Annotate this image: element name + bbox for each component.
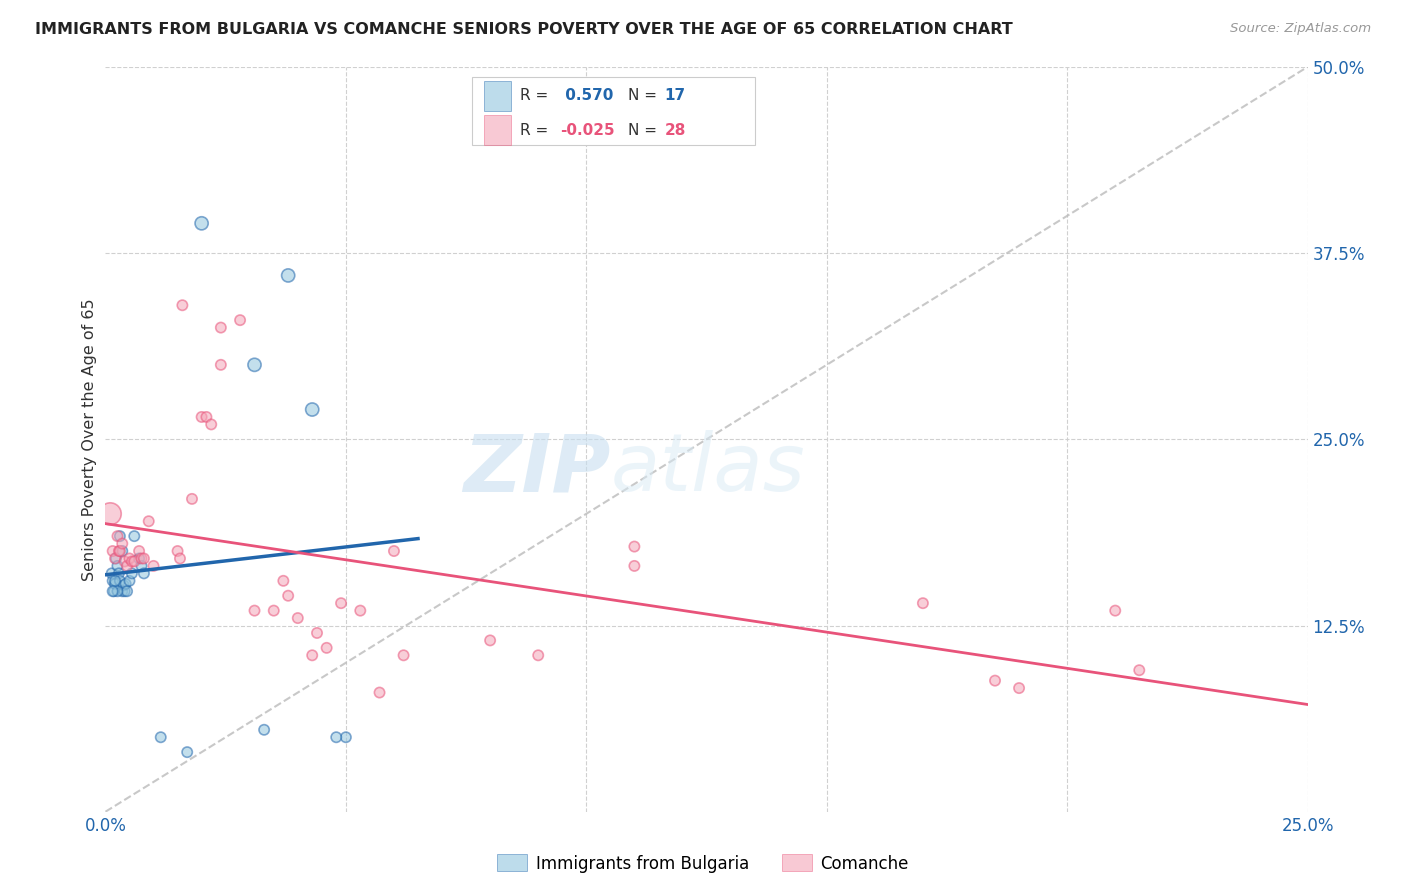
Point (107, 529, 129, 543)
Point (229, 313, 252, 327)
Point (911, 596, 934, 610)
Point (101, 574, 124, 588)
Point (1008, 681, 1031, 695)
Point (124, 529, 146, 543)
Point (349, 604, 371, 618)
Point (105, 551, 128, 566)
Point (277, 268, 299, 283)
Text: IMMIGRANTS FROM BULGARIA VS COMANCHE SENIORS POVERTY OVER THE AGE OF 65 CORRELAT: IMMIGRANTS FROM BULGARIA VS COMANCHE SEN… (35, 22, 1012, 37)
Point (190, 409, 212, 424)
Y-axis label: Seniors Poverty Over the Age of 65: Seniors Poverty Over the Age of 65 (82, 298, 97, 581)
Point (101, 584, 124, 599)
Point (200, 417, 222, 432)
Point (114, 576, 136, 591)
Point (149, 730, 172, 744)
Point (172, 298, 194, 312)
Text: R =: R = (520, 88, 554, 103)
Point (273, 574, 295, 588)
Legend: Immigrants from Bulgaria, Comanche: Immigrants from Bulgaria, Comanche (491, 847, 915, 880)
Text: N =: N = (628, 122, 662, 137)
Point (132, 566, 155, 581)
Point (277, 589, 299, 603)
Point (181, 491, 204, 506)
Point (623, 540, 645, 554)
Text: -0.025: -0.025 (560, 122, 614, 137)
Point (132, 551, 155, 566)
Point (1104, 604, 1126, 618)
Text: atlas: atlas (610, 430, 806, 508)
Point (176, 745, 198, 759)
Point (111, 536, 134, 550)
Point (305, 626, 328, 640)
Point (287, 611, 309, 625)
Point (1128, 663, 1150, 677)
Point (108, 566, 131, 581)
Point (101, 544, 124, 558)
Text: N =: N = (628, 88, 662, 103)
Bar (484, 81, 510, 111)
Point (114, 554, 136, 568)
Point (368, 685, 391, 699)
Text: ZIP: ZIP (463, 430, 610, 508)
Point (104, 551, 127, 566)
Text: 17: 17 (665, 88, 686, 103)
Text: Source: ZipAtlas.com: Source: ZipAtlas.com (1230, 22, 1371, 36)
Point (392, 648, 415, 663)
Point (107, 558, 129, 573)
Point (115, 558, 138, 573)
Text: 0.570: 0.570 (560, 88, 613, 103)
Point (111, 544, 134, 558)
Point (108, 529, 131, 543)
Point (118, 551, 141, 566)
Point (243, 604, 266, 618)
Point (128, 551, 150, 566)
Point (169, 551, 191, 566)
Point (984, 673, 1007, 688)
Point (142, 558, 165, 573)
Point (263, 604, 285, 618)
Point (195, 409, 218, 424)
Point (335, 730, 357, 744)
Point (107, 584, 129, 599)
Point (479, 633, 502, 648)
Point (121, 566, 143, 581)
Point (100, 566, 122, 581)
Point (325, 730, 347, 744)
Point (118, 574, 141, 588)
Point (330, 596, 353, 610)
Point (103, 584, 125, 599)
Point (115, 584, 138, 599)
Point (104, 576, 127, 591)
Point (108, 544, 131, 558)
Point (243, 358, 266, 372)
Point (104, 574, 127, 588)
Point (111, 584, 134, 599)
Point (190, 216, 212, 230)
Point (623, 558, 645, 573)
Point (301, 402, 323, 417)
Point (121, 554, 143, 568)
Point (138, 514, 160, 528)
Point (209, 320, 232, 334)
FancyBboxPatch shape (472, 77, 755, 145)
Point (108, 574, 131, 588)
Point (166, 544, 188, 558)
Point (124, 554, 146, 568)
Point (301, 648, 323, 663)
Point (315, 640, 337, 655)
Text: 28: 28 (665, 122, 686, 137)
Point (382, 544, 405, 558)
Point (131, 558, 153, 573)
Text: R =: R = (520, 122, 554, 137)
Point (98, 507, 121, 521)
Point (128, 544, 150, 558)
Bar (484, 115, 510, 145)
Point (527, 648, 550, 663)
Point (253, 723, 276, 737)
Point (131, 551, 153, 566)
Point (114, 584, 136, 599)
Point (112, 578, 135, 592)
Point (108, 544, 131, 558)
Point (209, 358, 232, 372)
